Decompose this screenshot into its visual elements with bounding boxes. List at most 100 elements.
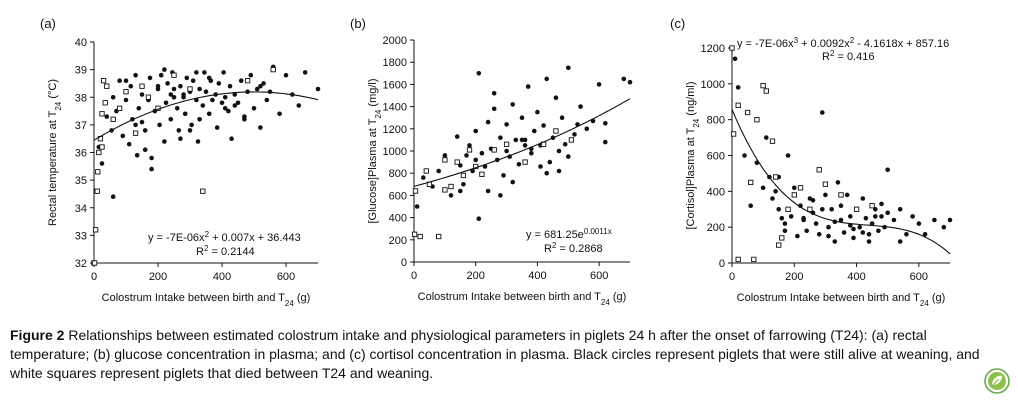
data-point-alive <box>461 182 466 187</box>
x-tick-label: 200 <box>149 271 167 283</box>
data-point-alive <box>904 232 909 237</box>
x-tick-label: 400 <box>528 270 546 282</box>
regression-equation: y = -7E-06x2 + 0.007x + 36.443 <box>148 230 301 245</box>
data-point-alive <box>810 198 816 203</box>
data-point-alive <box>748 203 753 208</box>
data-point-alive <box>556 148 562 154</box>
data-point-alive <box>782 228 788 234</box>
data-point-alive <box>242 117 247 122</box>
data-point-died <box>104 83 110 89</box>
data-point-alive <box>863 215 869 221</box>
data-point-alive <box>176 128 182 133</box>
data-point-alive <box>897 207 903 212</box>
data-point-alive <box>742 153 747 158</box>
data-point-died <box>92 227 99 233</box>
data-point-alive <box>470 168 475 174</box>
data-point-alive <box>187 128 193 133</box>
panel-label: (a) <box>40 16 56 31</box>
data-point-alive <box>476 71 482 76</box>
data-point-alive <box>773 189 778 194</box>
data-point-alive <box>421 175 426 180</box>
data-point-alive <box>516 162 522 167</box>
y-axis-label: [Cortisol]Plasma at T24 (ng/ml) <box>685 81 701 229</box>
trend-line <box>93 91 319 141</box>
data-point-died <box>139 83 145 89</box>
y-tick-label: 800 <box>707 115 725 127</box>
data-point-alive <box>559 115 565 120</box>
y-tick-label: 1200 <box>383 124 407 136</box>
data-point-alive <box>147 75 153 81</box>
data-point-alive <box>522 143 528 148</box>
trend-line <box>731 109 951 255</box>
y-tick-label: 800 <box>389 168 407 180</box>
data-point-alive <box>816 232 822 237</box>
data-point-died <box>244 78 251 84</box>
data-point-alive <box>162 67 167 72</box>
data-point-alive <box>826 224 831 230</box>
data-point-alive <box>283 72 289 78</box>
y-tick-label: 37 <box>75 120 87 132</box>
x-tick-label: 0 <box>729 271 735 283</box>
x-axis-label: Colostrum Intake between birth and T24 (… <box>102 292 311 308</box>
data-point-alive <box>168 117 174 122</box>
data-point-alive <box>510 102 515 107</box>
data-point-died <box>100 78 107 84</box>
data-point-died <box>776 242 782 248</box>
data-point-alive <box>464 153 469 158</box>
data-point-alive <box>104 114 110 119</box>
data-point-alive <box>178 83 183 89</box>
data-point-alive <box>227 83 233 89</box>
data-point-alive <box>566 154 571 159</box>
x-tick-label: 0 <box>91 271 97 283</box>
y-tick-label: 200 <box>389 235 407 247</box>
data-point-alive <box>133 72 138 78</box>
data-point-alive <box>876 228 881 234</box>
data-point-alive <box>302 70 308 75</box>
y-tick-label: 1400 <box>383 102 407 114</box>
data-point-alive <box>139 119 145 125</box>
data-point-died <box>102 100 108 106</box>
data-point-alive <box>149 155 154 161</box>
data-point-alive <box>232 103 238 108</box>
data-point-alive <box>267 89 273 94</box>
y-tick-label: 200 <box>707 222 725 234</box>
y-tick-label: 33 <box>75 230 87 242</box>
data-point-alive <box>792 185 797 191</box>
data-point-died <box>760 82 766 89</box>
figure-caption: Figure 2 Relationships between estimated… <box>10 326 1008 392</box>
leaf-badge-icon <box>984 368 1010 394</box>
data-point-alive <box>544 76 549 82</box>
data-point-alive <box>857 224 862 230</box>
y-axis-label: [Glucose]Plasma at T24 (mg/l) <box>367 78 383 223</box>
data-point-died <box>744 109 751 116</box>
data-point-alive <box>627 79 633 85</box>
chart-panel-2: (c) 0 200 400 600 800 1000 1200 0 200 400 600 Colost… <box>670 16 953 308</box>
data-point-alive <box>168 92 174 97</box>
y-tick-label: 1600 <box>383 79 407 91</box>
data-point-alive <box>261 81 266 86</box>
data-point-alive <box>782 221 788 226</box>
y-tick-label: 32 <box>75 258 87 270</box>
data-point-alive <box>134 153 140 158</box>
data-point-alive <box>553 95 559 100</box>
data-point-alive <box>128 83 134 89</box>
y-tick-label: 35 <box>75 175 87 187</box>
x-tick-label: 600 <box>910 271 928 283</box>
r-squared: R2 = 0.2868 <box>544 241 603 256</box>
caption-text: Relationships between estimated colostru… <box>10 327 980 381</box>
data-point-alive <box>182 111 188 117</box>
data-point-died <box>816 167 822 173</box>
data-point-alive <box>136 106 142 111</box>
data-point-alive <box>584 126 590 132</box>
x-tick-label: 600 <box>590 270 608 282</box>
data-point-alive <box>621 76 627 82</box>
y-tick-label: 34 <box>75 203 87 215</box>
data-point-alive <box>804 228 809 234</box>
data-point-died <box>553 128 559 134</box>
data-point-alive <box>258 83 263 89</box>
data-point-alive <box>501 173 506 178</box>
data-point-alive <box>178 136 183 141</box>
x-axis-label: Colostrum Intake between birth and T24 (… <box>737 292 946 308</box>
data-point-alive <box>529 150 534 156</box>
